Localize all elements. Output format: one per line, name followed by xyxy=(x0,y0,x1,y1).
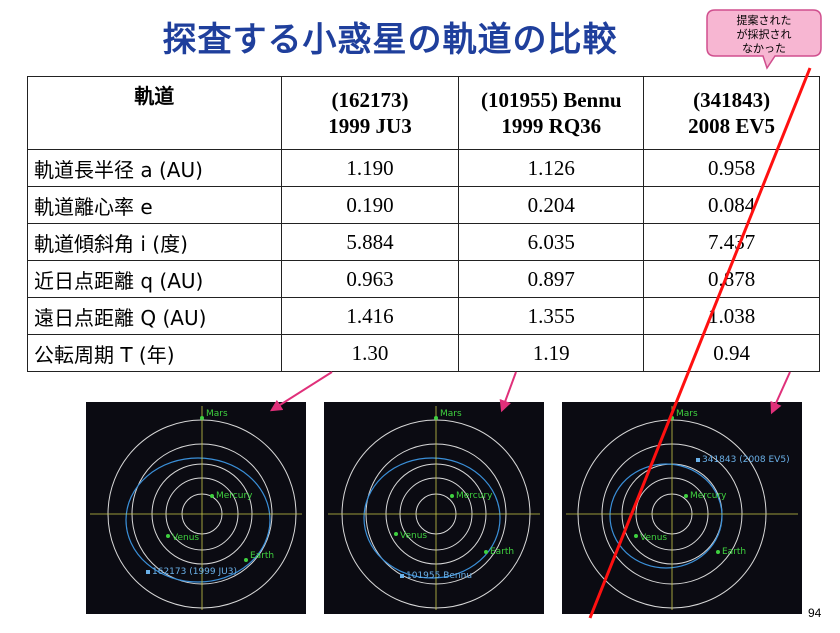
asteroid-label: 101955 Bennu xyxy=(406,571,472,581)
table-cell: 6.035 xyxy=(458,223,645,261)
table-cell: 0.204 xyxy=(458,186,645,224)
planet-label-mars: Mars xyxy=(676,409,698,419)
table-cell: 0.958 xyxy=(643,149,820,187)
orbit-panel-3: Mars Mercury Venus Earth 341843 (2008 EV… xyxy=(562,402,802,614)
asteroid-orbit xyxy=(125,457,271,583)
table-cell: 1.190 xyxy=(280,149,460,187)
planet-label-venus: Venus xyxy=(400,531,427,541)
table-cell: 0.084 xyxy=(643,186,820,224)
planet-label-mercury: Mercury xyxy=(690,491,727,501)
row-label: 遠日点距離 Q (AU) xyxy=(27,297,282,335)
orbit-panel-2: Mars Mercury Venus Earth 101955 Bennu xyxy=(324,402,544,614)
table-cell: 0.897 xyxy=(458,260,645,298)
row-label: 近日点距離 q (AU) xyxy=(27,260,282,298)
orbit-panel-1: Mars Mercury Venus Earth 162173 (1999 JU… xyxy=(86,402,306,614)
table-row: 遠日点距離 Q (AU) 1.416 1.355 1.038 xyxy=(27,297,820,335)
asteroid-orbit xyxy=(609,463,723,569)
table-row: 軌道傾斜角 i (度) 5.884 6.035 7.437 xyxy=(27,223,820,261)
table-cell: 0.94 xyxy=(643,334,820,372)
table-row: 公転周期 T (年) 1.30 1.19 0.94 xyxy=(27,334,820,372)
header-asteroid-3: (341843) 2008 EV5 xyxy=(643,76,820,150)
table-cell: 1.038 xyxy=(643,297,820,335)
planet-label-earth: Earth xyxy=(722,547,746,557)
planet-label-venus: Venus xyxy=(640,533,667,543)
planet-label-mercury: Mercury xyxy=(456,491,493,501)
planet-label-mercury: Mercury xyxy=(216,491,253,501)
table-row: 近日点距離 q (AU) 0.963 0.897 0.878 xyxy=(27,260,820,298)
table-cell: 1.30 xyxy=(280,334,460,372)
asteroid-orbit xyxy=(363,457,501,579)
table-cell: 7.437 xyxy=(643,223,820,261)
table-cell: 1.126 xyxy=(458,149,645,187)
slide-title: 探査する小惑星の軌道の比較 xyxy=(162,20,618,60)
asteroid-label: 162173 (1999 JU3) xyxy=(152,567,237,577)
table-cell: 1.416 xyxy=(280,297,460,335)
table-cell: 0.963 xyxy=(280,260,460,298)
asteroid-label: 341843 (2008 EV5) xyxy=(702,455,790,465)
table-cell: 0.878 xyxy=(643,260,820,298)
table-cell: 1.19 xyxy=(458,334,645,372)
row-label: 軌道長半径 a (AU) xyxy=(27,149,282,187)
row-label: 軌道傾斜角 i (度) xyxy=(27,223,282,261)
table-cell: 0.190 xyxy=(280,186,460,224)
callout-text: 提案された が採択され なかった xyxy=(736,14,792,55)
header-asteroid-1: (162173) 1999 JU3 xyxy=(280,76,460,150)
planet-label-mars: Mars xyxy=(440,409,462,419)
table-row: 軌道長半径 a (AU) 1.190 1.126 0.958 xyxy=(27,149,820,187)
table-header-row: 軌道 (162173) 1999 JU3 (101955) Bennu 1999 R… xyxy=(27,76,820,150)
planet-label-venus: Venus xyxy=(172,533,199,543)
orbit-comparison-table: 軌道 (162173) 1999 JU3 (101955) Bennu 1999 R… xyxy=(27,76,820,372)
row-label: 公転周期 T (年) xyxy=(27,334,282,372)
planet-label-mars: Mars xyxy=(206,409,228,419)
table-cell: 1.355 xyxy=(458,297,645,335)
callout-bubble: 提案された が採択され なかった xyxy=(705,8,823,70)
header-param: 軌道 xyxy=(27,76,282,150)
page-number: 94 xyxy=(808,606,822,620)
header-asteroid-2: (101955) Bennu 1999 RQ36 xyxy=(458,76,645,150)
table-cell: 5.884 xyxy=(280,223,460,261)
planet-label-earth: Earth xyxy=(490,547,514,557)
row-label: 軌道離心率 e xyxy=(27,186,282,224)
planet-label-earth: Earth xyxy=(250,551,274,561)
table-row: 軌道離心率 e 0.190 0.204 0.084 xyxy=(27,186,820,224)
